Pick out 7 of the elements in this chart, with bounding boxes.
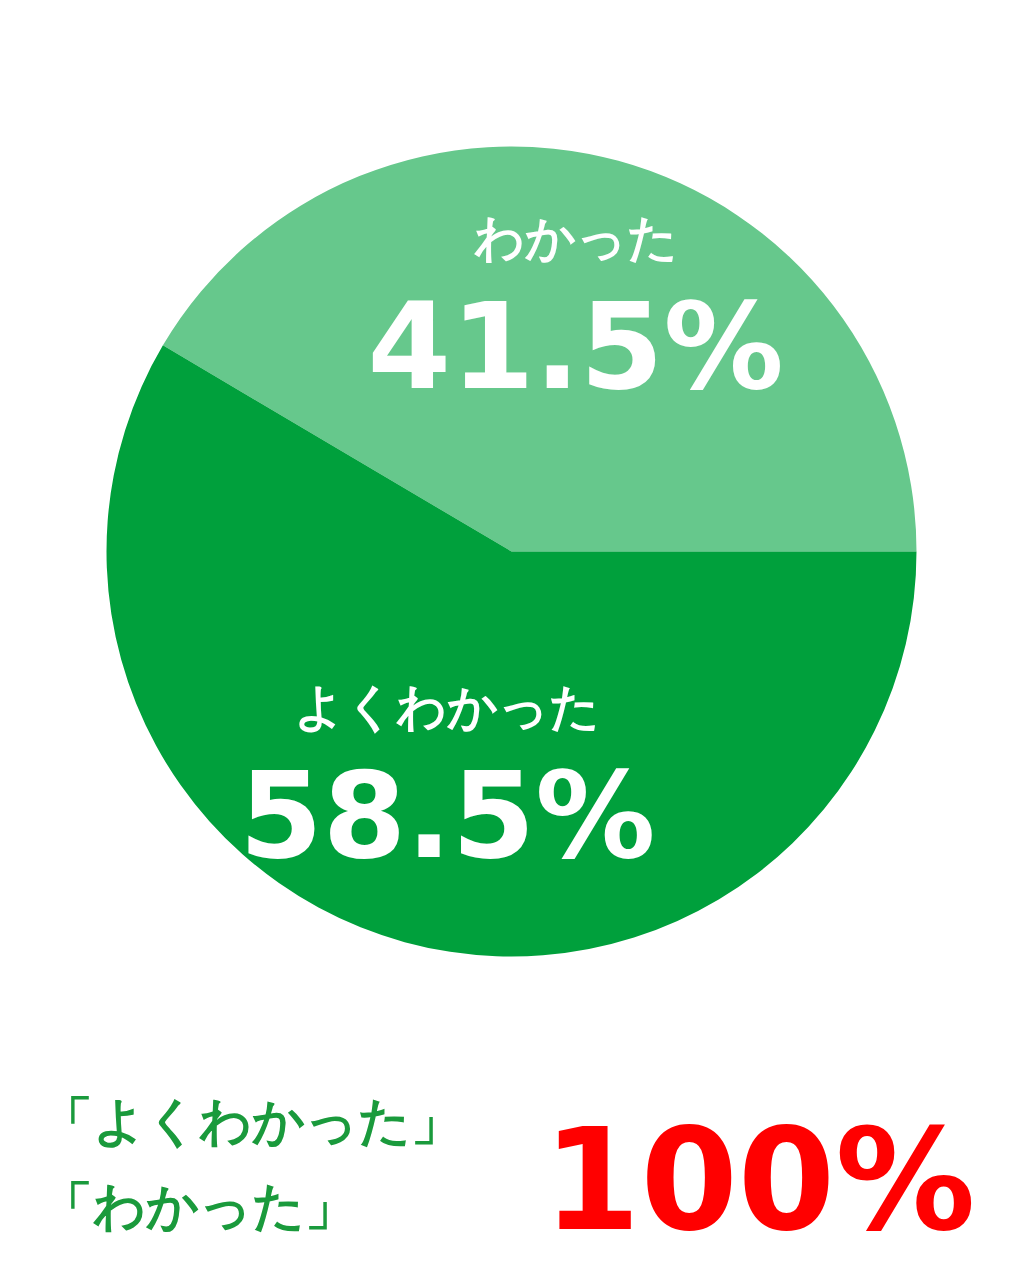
data-label: 41.5% [367,277,784,417]
text: 「わかった」 [40,1175,357,1236]
slice-label: よくわかった [294,677,601,736]
data-label: 58.5% [239,745,656,885]
text: 100% [542,1099,976,1262]
text: 「よくわかった」 [40,1090,463,1151]
slice-label: わかった [473,209,678,268]
